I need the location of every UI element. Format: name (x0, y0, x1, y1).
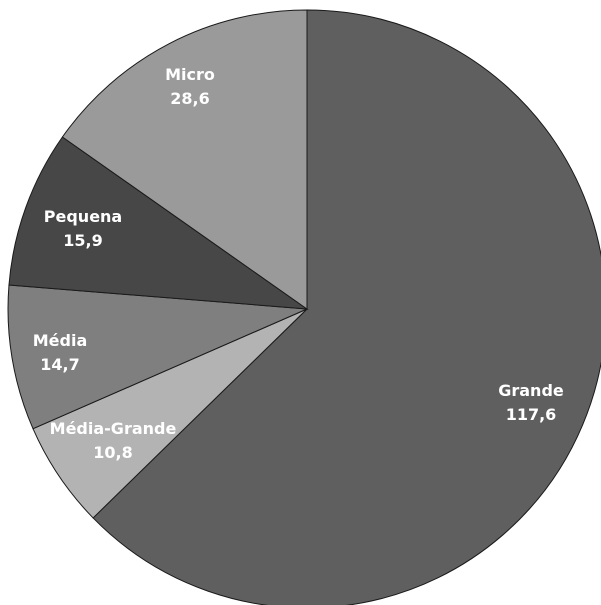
slice-value-micro: 28,6 (170, 89, 209, 108)
slice-label-pequena: Pequena (44, 207, 122, 226)
pie-slice-pequena (8, 136, 309, 310)
slice-value-media-grande: 10,8 (93, 443, 132, 462)
pie-slice-micro (61, 9, 308, 310)
pie-slice-media (7, 284, 308, 430)
slice-label-grande: Grande (498, 381, 564, 400)
pie-slice-grande (92, 9, 601, 605)
slice-label-micro: Micro (165, 65, 215, 84)
slice-label-media-grande: Média-Grande (50, 419, 177, 438)
slice-value-grande: 117,6 (506, 405, 557, 424)
slice-value-pequena: 15,9 (63, 231, 102, 250)
slice-label-media: Média (33, 331, 88, 350)
slice-value-media: 14,7 (40, 355, 79, 374)
